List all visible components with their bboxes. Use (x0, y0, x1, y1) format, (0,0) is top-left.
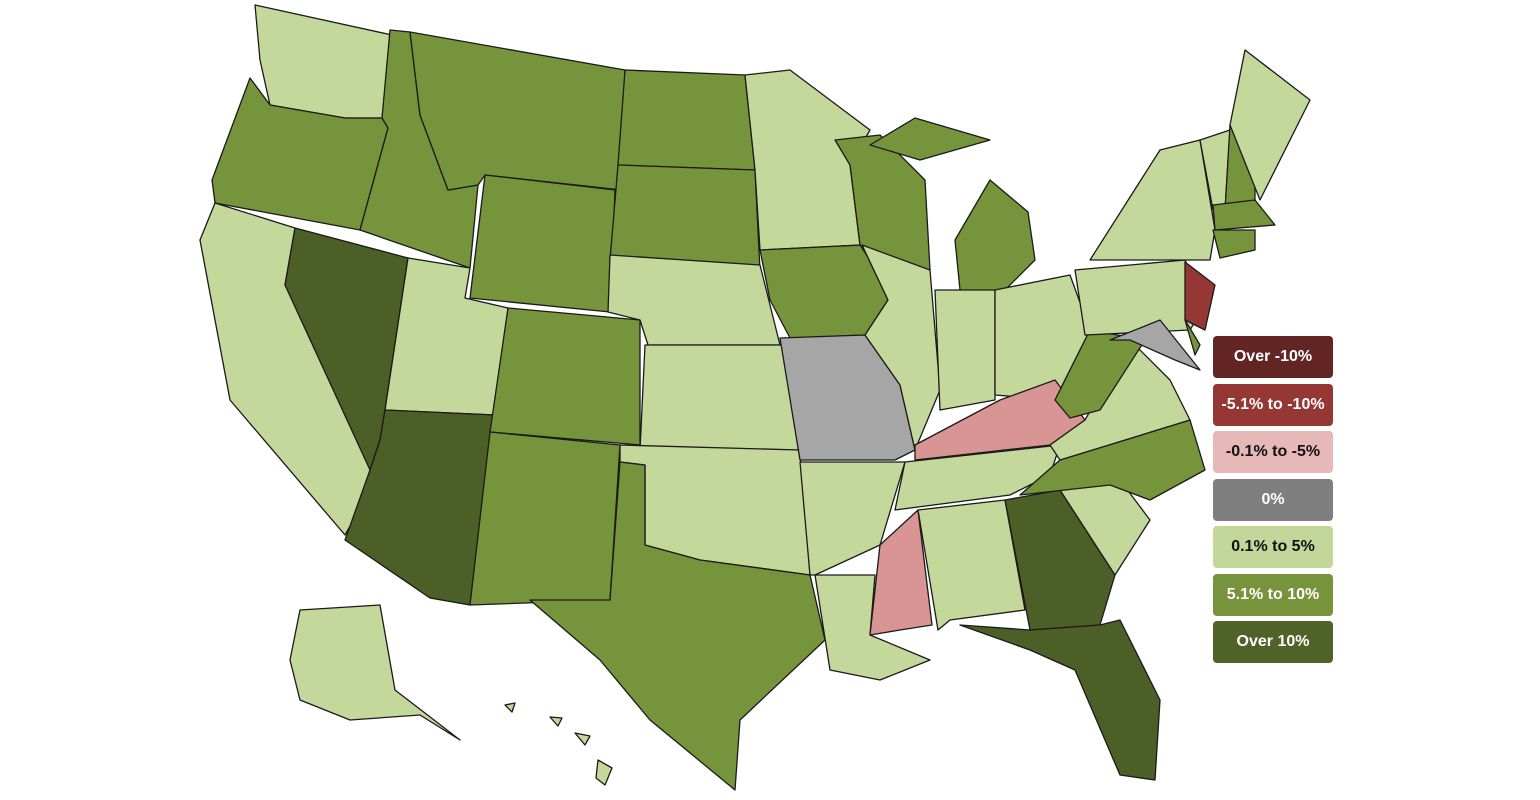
legend-label: -5.1% to -10% (1221, 395, 1325, 413)
state-ak (289, 604, 461, 741)
state-co (489, 307, 641, 446)
state-tn (894, 444, 1061, 511)
state-shape (1184, 319, 1201, 356)
state-shape (917, 499, 1026, 631)
state-shape (609, 164, 761, 271)
state-in (934, 289, 996, 411)
state-shape (814, 574, 931, 681)
state-hi (504, 702, 613, 786)
legend-item-over-10: Over 10% (1213, 621, 1333, 663)
legend-label: 0.1% to 5% (1231, 538, 1315, 555)
state-shape (489, 307, 641, 446)
state-il (861, 244, 941, 451)
state-fl (959, 619, 1161, 781)
state-shape (869, 509, 933, 636)
state-ct (1212, 229, 1256, 259)
state-shape (894, 444, 1061, 511)
state-shape (1229, 49, 1311, 201)
state-shape (595, 759, 613, 786)
legend-item-over-minus-10: Over -10% (1213, 336, 1333, 378)
state-wv (1054, 329, 1146, 419)
state-shape (1109, 319, 1201, 371)
state-shape (869, 117, 991, 161)
legend-item-minus-5-to-10: -5.1% to -10% (1213, 383, 1333, 426)
legend-item-5-to-10: 5.1% to 10% (1213, 573, 1333, 616)
state-de (1184, 319, 1201, 356)
state-nm (469, 431, 621, 606)
state-shape (799, 461, 906, 576)
state-ny (1089, 139, 1216, 261)
legend-label: 5.1% to 10% (1226, 585, 1320, 603)
state-ks (639, 344, 801, 451)
state-la (814, 574, 931, 681)
state-shape (409, 31, 626, 191)
state-shape (1049, 339, 1191, 461)
state-shape (1089, 139, 1216, 261)
state-ma (1212, 199, 1276, 231)
state-nd (617, 69, 756, 171)
state-shape (469, 174, 616, 313)
state-me (1229, 49, 1311, 201)
state-shape (861, 244, 941, 451)
state-mi (869, 117, 1036, 296)
state-md (1109, 319, 1201, 371)
legend-label: Over -10% (1233, 348, 1313, 365)
legend-item-0-to-5: 0.1% to 5% (1213, 526, 1333, 568)
state-tx (529, 461, 826, 791)
legend-item-minus-0-to-5: -0.1% to -5% (1213, 431, 1333, 473)
state-shape (1054, 329, 1146, 419)
state-shape (469, 431, 621, 606)
state-shape (529, 461, 826, 791)
state-nj (1184, 261, 1216, 331)
legend: Over -10% -5.1% to -10% -0.1% to -5% 0% … (1213, 336, 1333, 669)
state-sd (609, 164, 761, 271)
state-shape (954, 179, 1036, 296)
state-shape (1212, 229, 1256, 259)
state-shape (617, 69, 756, 171)
legend-label: 0% (1261, 490, 1285, 508)
state-shape (549, 716, 563, 727)
state-va (1049, 339, 1191, 461)
state-mt (409, 31, 626, 191)
state-shape (1212, 199, 1276, 231)
state-ms (869, 509, 933, 636)
state-shape (1184, 261, 1216, 331)
legend-label: Over 10% (1236, 633, 1310, 650)
state-shape (934, 289, 996, 411)
legend-item-zero: 0% (1213, 478, 1333, 521)
state-al (917, 499, 1026, 631)
state-shape (254, 4, 393, 119)
state-ar (799, 461, 906, 576)
state-shape (959, 619, 1161, 781)
state-shape (504, 702, 516, 713)
state-shape (574, 732, 591, 746)
state-wy (469, 174, 616, 313)
legend-label: -0.1% to -5% (1225, 443, 1321, 460)
state-shape (289, 604, 461, 741)
state-shape (639, 344, 801, 451)
state-wa (254, 4, 393, 119)
